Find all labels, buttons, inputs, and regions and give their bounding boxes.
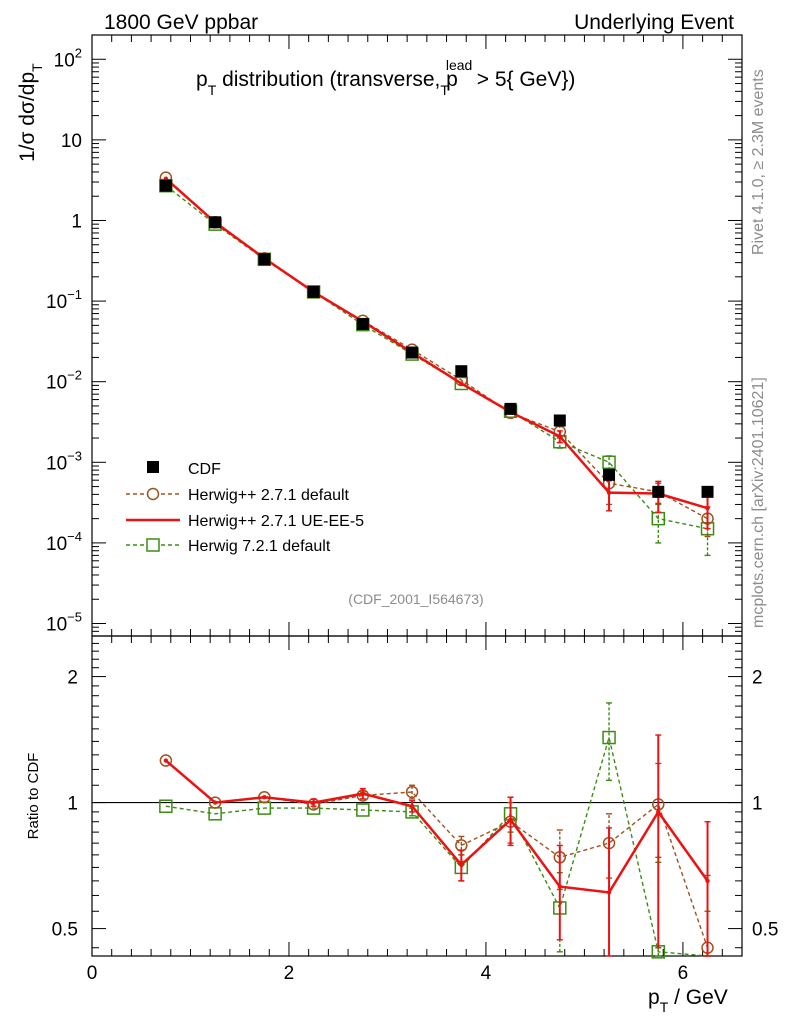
analysis-watermark: (CDF_2001_I564673) (348, 591, 483, 607)
chart-marks: 0 2 4 6 102 10 1 10−1 10−2 10−3 10−4 10−5 2 2 1 1 0.5 0.5 (46, 34, 778, 984)
plot-title: pT distribution (transverse, plead T > 5{… (196, 57, 575, 98)
data-point-herwigpp_ueee5 (459, 862, 464, 868)
data-point-cdf (307, 285, 320, 298)
y-tick-label: 1 (71, 211, 82, 232)
ratio-y-tick-label-right: 0.5 (752, 920, 778, 941)
data-point-herwigpp_ueee5 (606, 890, 612, 895)
series-line-herwigpp_default (165, 760, 709, 948)
y-tick-label: 102 (54, 45, 82, 71)
ratio-y-tick-label: 1 (67, 794, 78, 815)
legend: CDF Herwig++ 2.7.1 default Herwig++ 2.7.… (126, 461, 364, 555)
data-point-herwigpp_default (405, 785, 419, 799)
ratio-y-axis-label: Ratio to CDF (25, 753, 42, 840)
x-tick-label: 6 (678, 963, 689, 984)
data-point-herwigpp_ueee5 (459, 381, 464, 386)
data-point-cdf (356, 317, 369, 330)
data-point-herwig7 (602, 730, 616, 745)
data-point-cdf (455, 365, 468, 378)
series-line-herwigpp_default (165, 177, 708, 520)
legend-marker-cdf (147, 461, 159, 473)
y-tick-label: 10−1 (46, 287, 82, 313)
ratio-y-tick-label: 0.5 (52, 920, 78, 941)
ratio-y-tick-label: 2 (67, 668, 78, 689)
data-point-herwigpp_ueee5 (262, 795, 267, 800)
legend-label-herwig7: Herwig 7.2.1 default (188, 538, 331, 555)
data-point-herwigpp_ueee5 (311, 800, 316, 805)
data-point-herwigpp_ueee5 (557, 884, 563, 889)
data-point-cdf (652, 485, 665, 498)
legend-label-cdf: CDF (188, 461, 221, 478)
data-point-herwigpp_ueee5 (705, 505, 710, 511)
legend-label-herwigpp-ueee5: Herwig++ 2.7.1 UE-EE-5 (188, 513, 364, 530)
rivet-version-label: Rivet 4.1.0, ≥ 2.3M events (750, 69, 767, 255)
main-y-axis-label: 1/σ dσ/dpT (16, 63, 45, 162)
data-point-cdf (701, 485, 714, 498)
data-point-herwigpp_ueee5 (163, 758, 169, 763)
ratio-y-tick-label-right: 2 (752, 668, 763, 689)
data-point-herwigpp_ueee5 (557, 434, 563, 439)
header-left: 1800 GeV ppbar (104, 11, 258, 34)
data-point-herwigpp_ueee5 (705, 878, 710, 884)
data-point-cdf (258, 253, 271, 266)
y-tick-label: 10−4 (46, 529, 82, 555)
data-point-herwig7 (356, 803, 370, 817)
data-point-cdf (504, 402, 517, 415)
y-tick-label: 10 (61, 131, 82, 152)
series-line-herwig7 (165, 185, 708, 530)
data-point-cdf (553, 414, 566, 427)
x-tick-label: 2 (284, 963, 295, 984)
series-line-herwigpp_ueee5 (165, 759, 709, 894)
data-point-herwig7 (602, 455, 616, 470)
data-point-cdf (406, 346, 419, 359)
x-axis-label: pT / GeV (648, 986, 728, 1015)
series-line-herwig7 (165, 734, 708, 957)
data-point-cdf (603, 468, 616, 481)
x-tick-label: 0 (87, 963, 98, 984)
header-right: Underlying Event (574, 11, 734, 34)
data-point-herwigpp_default (159, 754, 173, 767)
y-tick-label: 10−5 (46, 610, 82, 636)
data-point-herwigpp_ueee5 (212, 800, 218, 805)
legend-marker-herwigpp-default (146, 487, 160, 501)
legend-marker-herwig7 (146, 538, 160, 552)
data-point-herwigpp_ueee5 (606, 490, 612, 495)
data-point-herwigpp_ueee5 (360, 791, 366, 796)
series-line-herwigpp_ueee5 (165, 177, 708, 510)
data-point-cdf (209, 216, 222, 229)
ratio-y-tick-label-right: 1 (752, 794, 763, 815)
ratio-panel-frame (91, 635, 743, 957)
data-point-herwig7 (159, 799, 173, 813)
data-point-cdf (159, 179, 172, 192)
x-tick-label: 4 (481, 963, 492, 984)
y-tick-label: 10−3 (46, 448, 82, 474)
data-point-herwigpp_ueee5 (409, 804, 415, 809)
y-tick-label: 10−2 (46, 368, 82, 394)
legend-label-herwigpp-default: Herwig++ 2.7.1 default (188, 487, 350, 504)
data-point-herwigpp_ueee5 (508, 817, 513, 822)
mcplots-label: mcplots.cern.ch [arXiv:2401.10621] (750, 377, 767, 628)
data-point-herwigpp_ueee5 (656, 809, 661, 815)
